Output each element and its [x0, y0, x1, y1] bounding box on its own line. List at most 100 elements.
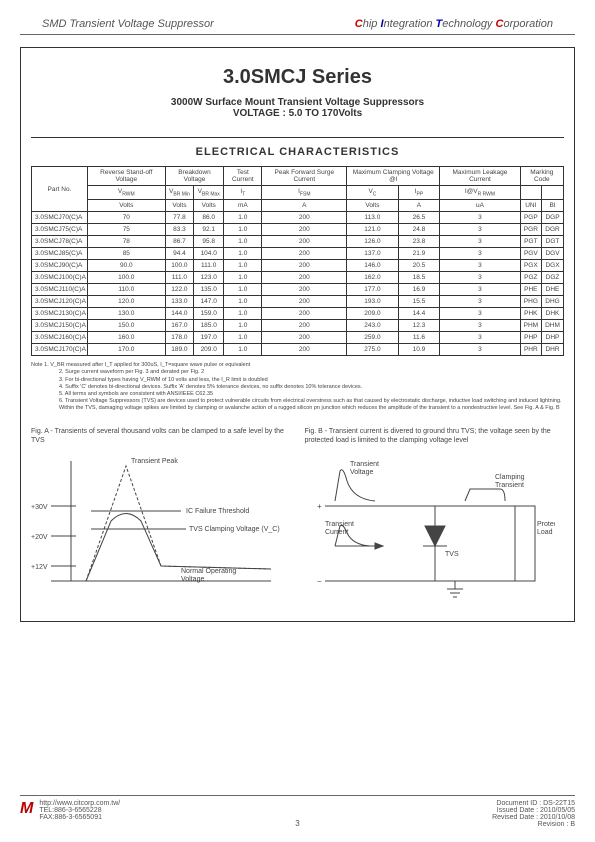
table-cell: 197.0	[194, 332, 224, 344]
table-cell: 200	[262, 272, 347, 284]
logo-icon: M	[20, 800, 33, 818]
th-unit: A	[262, 200, 347, 212]
table-cell: 200	[262, 296, 347, 308]
table-cell: 200	[262, 332, 347, 344]
header-right: Chip Integration Technology Corporation	[355, 18, 553, 30]
table-cell: 11.6	[398, 332, 440, 344]
table-cell: 3.0SMCJ90(C)A	[32, 260, 88, 272]
table-cell: 3	[440, 272, 520, 284]
table-row: 3.0SMCJ90(C)A90.0100.0111.01.0200146.020…	[32, 260, 564, 272]
table-cell: 3	[440, 308, 520, 320]
table-cell: 3	[440, 260, 520, 272]
fb-ct-2: Transient	[495, 482, 524, 489]
table-cell: 3	[440, 248, 520, 260]
table-cell: 137.0	[347, 248, 398, 260]
th-unit: mA	[224, 200, 262, 212]
table-cell: DGP	[542, 212, 564, 224]
table-cell: PGX	[520, 260, 541, 272]
table-cell: 162.0	[347, 272, 398, 284]
table-cell: 20.5	[398, 260, 440, 272]
table-cell: 10.9	[398, 344, 440, 356]
note-line: 4. Suffix 'C' denotes bi-directional dev…	[31, 384, 564, 391]
table-cell: 75	[87, 224, 165, 236]
figure-b: Fig. B - Transient current is divered to…	[305, 428, 565, 603]
table-cell: 3.0SMCJ100(C)A	[32, 272, 88, 284]
th-sym: VBR Min	[165, 186, 193, 200]
table-cell: 1.0	[224, 212, 262, 224]
table-cell: DGZ	[542, 272, 564, 284]
table-cell: PGR	[520, 224, 541, 236]
table-cell: 177.0	[347, 284, 398, 296]
table-cell: 200	[262, 320, 347, 332]
table-cell: 3.0SMCJ160(C)A	[32, 332, 88, 344]
table-cell: 275.0	[347, 344, 398, 356]
main-frame: 3.0SMCJ Series 3000W Surface Mount Trans…	[20, 47, 575, 622]
table-cell: DHK	[542, 308, 564, 320]
table-row: 3.0SMCJ110(C)A110.0122.0135.01.0200177.0…	[32, 284, 564, 296]
table-cell: 95.8	[194, 236, 224, 248]
th-sym: VBR Max	[194, 186, 224, 200]
table-cell: 209.0	[347, 308, 398, 320]
table-cell: 193.0	[347, 296, 398, 308]
note-line: 6. Transient Voltage Suppressors (TVS) a…	[31, 398, 564, 412]
table-cell: PHG	[520, 296, 541, 308]
th-unit: Volts	[194, 200, 224, 212]
th-unit: Volts	[165, 200, 193, 212]
table-cell: 92.1	[194, 224, 224, 236]
table-cell: 3.0SMCJ85(C)A	[32, 248, 88, 260]
table-cell: 1.0	[224, 284, 262, 296]
fb-tv-1: Transient	[350, 461, 379, 468]
th-unit: Volts	[87, 200, 165, 212]
th-group: Reverse Stand-off Voltage	[87, 167, 165, 186]
fa-clamp: TVS Clamping Voltage (V_C)	[189, 526, 280, 533]
subtitle-2: VOLTAGE : 5.0 TO 170Volts	[31, 108, 564, 119]
table-cell: 1.0	[224, 236, 262, 248]
table-cell: 18.5	[398, 272, 440, 284]
table-cell: 94.4	[165, 248, 193, 260]
table-cell: 83.3	[165, 224, 193, 236]
footer-revised: Revised Date : 2010/10/08	[492, 814, 575, 821]
table-cell: 70	[87, 212, 165, 224]
table-cell: 1.0	[224, 308, 262, 320]
table-cell: PHR	[520, 344, 541, 356]
note-line: 5. All terms and symbols are consistent …	[31, 391, 564, 398]
table-cell: 1.0	[224, 320, 262, 332]
footer-rev: Revision : B	[492, 821, 575, 828]
table-cell: 200	[262, 248, 347, 260]
table-cell: PHM	[520, 320, 541, 332]
table-cell: 200	[262, 260, 347, 272]
footer-issued: Issued Date : 2010/05/05	[492, 807, 575, 814]
table-cell: 200	[262, 212, 347, 224]
fb-plus: +	[317, 502, 322, 511]
page-header: SMD Transient Voltage Suppressor Chip In…	[20, 0, 575, 35]
fb-pl-2: Load	[537, 529, 553, 536]
th-sym: IT	[224, 186, 262, 200]
spec-table: Part No.Reverse Stand-off VoltageBreakdo…	[31, 166, 564, 356]
table-cell: 189.0	[165, 344, 193, 356]
table-cell: PGZ	[520, 272, 541, 284]
fa-normal-1: Normal Operating	[181, 568, 236, 575]
th-group: Marking Code	[520, 167, 563, 186]
table-cell: 3	[440, 344, 520, 356]
footer-tel: TEL:886-3-6565228	[39, 807, 120, 814]
table-cell: 16.9	[398, 284, 440, 296]
footer-url: http://www.citcorp.com.tw/	[39, 800, 120, 807]
table-row: 3.0SMCJ85(C)A8594.4104.01.0200137.021.93…	[32, 248, 564, 260]
table-row: 3.0SMCJ130(C)A130.0144.0159.01.0200209.0…	[32, 308, 564, 320]
table-cell: 167.0	[165, 320, 193, 332]
table-cell: 185.0	[194, 320, 224, 332]
table-cell: 135.0	[194, 284, 224, 296]
footer-right: Document ID : DS-22T15 Issued Date : 201…	[492, 800, 575, 828]
table-cell: 113.0	[347, 212, 398, 224]
fb-minus: −	[317, 577, 322, 586]
table-cell: 178.0	[165, 332, 193, 344]
table-cell: 130.0	[87, 308, 165, 320]
th-unit: BI	[542, 200, 564, 212]
table-cell: DGR	[542, 224, 564, 236]
table-cell: 104.0	[194, 248, 224, 260]
table-cell: 3.0SMCJ110(C)A	[32, 284, 88, 296]
note-line: 3. For bi-directional types having V_RWM…	[31, 377, 564, 384]
table-cell: 123.0	[194, 272, 224, 284]
table-head: Part No.Reverse Stand-off VoltageBreakdo…	[32, 167, 564, 212]
th-sym: IPP	[398, 186, 440, 200]
